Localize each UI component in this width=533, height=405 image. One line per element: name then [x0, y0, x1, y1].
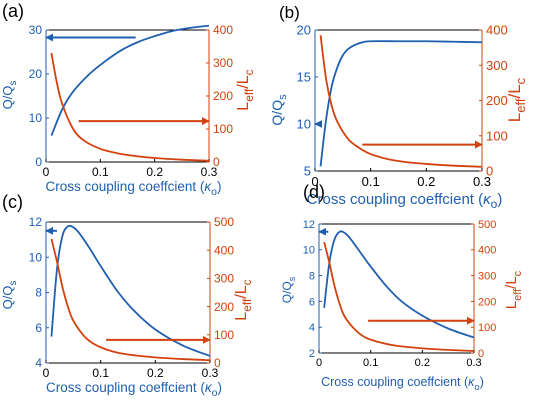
- y-right-label: Leff/Lc: [233, 279, 254, 320]
- panel-label: (d): [303, 182, 325, 202]
- chart-panel-a: (a)0 0.1 0.2 0.301020300100200300400Q/QsLef…: [0, 1, 256, 198]
- y-right-tick-label: 0: [478, 348, 484, 360]
- series-line-q-ratio: [50, 24, 210, 136]
- y-right-tick-label: 100: [478, 322, 496, 334]
- y-left-tick-label: 4: [309, 322, 315, 334]
- y-right-label: Leff/Lc: [505, 77, 528, 122]
- x-tick-label: 0.1: [362, 174, 380, 189]
- y-left-label: Q/Qs: [0, 81, 19, 110]
- y-left-tick-label: 30: [29, 23, 43, 37]
- y-right-tick-label: 0: [486, 164, 493, 179]
- x-tick-label: 0: [316, 357, 322, 369]
- y-right-tick-label: 0: [214, 356, 221, 370]
- y-right-tick-label: 100: [213, 122, 233, 136]
- y-right-tick-label: 500: [478, 219, 496, 231]
- x-tick-label: 0: [43, 366, 50, 380]
- y-left-label: Q/Qs: [280, 276, 297, 303]
- chart-panel-c: (c) 0 0.1 0.2 0.3 4 6 8 10 12 0 100 200 300 400 500 Q/Qs…: [0, 192, 254, 399]
- y-right-tick-label: 400: [213, 23, 233, 37]
- y-left-tick-label: 4: [35, 356, 42, 370]
- x-axis-label: Cross coupling coeffcient (κo): [321, 375, 484, 393]
- y-right-tick-label: 400: [214, 243, 234, 257]
- x-tick-label: 0.3: [202, 366, 219, 380]
- panel-label: (a): [2, 1, 24, 21]
- x-tick-label: 0.2: [417, 174, 435, 189]
- y-right-tick-label: 500: [214, 215, 234, 229]
- y-left-tick-label: 20: [29, 67, 43, 81]
- y-left-tick-label: 6: [35, 321, 42, 335]
- series-line-leff-ratio: [319, 35, 483, 168]
- y-right-tick-label: 200: [213, 89, 233, 103]
- x-tick-label: 0: [311, 174, 318, 189]
- x-tick-label: 0.2: [147, 366, 164, 380]
- y-left-tick-label: 20: [297, 23, 311, 38]
- y-right-tick-label: 200: [214, 300, 234, 314]
- x-tick-label: 0.1: [363, 357, 378, 369]
- y-left-tick-label: 10: [303, 245, 315, 257]
- y-left-tick-label: 6: [309, 296, 315, 308]
- x-tick-label: 0.3: [201, 165, 218, 179]
- y-left-tick-label: 10: [297, 117, 311, 132]
- x-tick-label: 0.1: [92, 165, 109, 179]
- y-left-tick-label: 2: [309, 348, 315, 360]
- y-left-label: Q/Qs: [269, 94, 289, 126]
- y-right-label: Leff/Lc: [503, 270, 524, 309]
- chart-panel-d: (d) 0 0.1 0.2 0.3 2 4 6 8 10 12 0 100 200 300 400 500 Q/Q…: [280, 182, 524, 393]
- chart-panel-b: (b)0 0.1 0.2 0.351015200100200300400Q/QsLef…: [269, 3, 528, 211]
- y-right-tick-label: 100: [486, 128, 508, 143]
- series-line-leff-ratio: [50, 52, 210, 162]
- y-right-label: Leff/Lc: [235, 69, 256, 110]
- y-left-tick-label: 8: [35, 286, 42, 300]
- y-left-tick-label: 10: [29, 111, 43, 125]
- series-line-leff-ratio: [323, 241, 475, 352]
- x-tick-label: 0: [43, 165, 50, 179]
- y-right-tick-label: 200: [478, 296, 496, 308]
- y-left-tick-label: 0: [35, 155, 42, 169]
- y-left-tick-label: 10: [29, 250, 43, 264]
- y-right-tick-label: 300: [214, 272, 234, 286]
- y-right-tick-label: 300: [486, 58, 508, 73]
- x-axis-label: Cross coupling coeffcient (κo): [307, 191, 503, 211]
- y-left-tick-label: 5: [304, 164, 311, 179]
- y-right-tick-label: 300: [213, 56, 233, 70]
- y-left-tick-label: 8: [309, 270, 315, 282]
- x-tick-label: 0.2: [146, 165, 163, 179]
- panel-label: (c): [2, 192, 23, 212]
- series-line-leff-ratio: [50, 238, 211, 362]
- x-tick-label: 0.1: [92, 366, 109, 380]
- x-tick-label: 0.3: [466, 357, 481, 369]
- x-axis-label: Cross coupling coeffcient (κo): [46, 179, 222, 198]
- y-right-tick-label: 0: [213, 155, 220, 169]
- y-left-tick-label: 15: [297, 70, 311, 85]
- series-line-q-ratio: [319, 40, 483, 167]
- x-tick-label: 0.2: [415, 357, 430, 369]
- y-right-tick-label: 300: [478, 270, 496, 282]
- x-tick-label: 0.3: [473, 174, 491, 189]
- y-left-tick-label: 12: [29, 215, 43, 229]
- x-axis-label: Cross coupling coeffcient (κo): [46, 380, 222, 399]
- y-right-tick-label: 400: [486, 23, 508, 38]
- series-line-q-ratio: [50, 224, 211, 357]
- y-left-label: Q/Qs: [0, 281, 19, 310]
- y-right-tick-label: 200: [486, 93, 508, 108]
- y-right-tick-label: 400: [478, 245, 496, 257]
- series-line-q-ratio: [323, 230, 475, 339]
- panel-label: (b): [279, 3, 300, 22]
- y-left-tick-label: 12: [303, 219, 315, 231]
- y-right-tick-label: 100: [214, 328, 234, 342]
